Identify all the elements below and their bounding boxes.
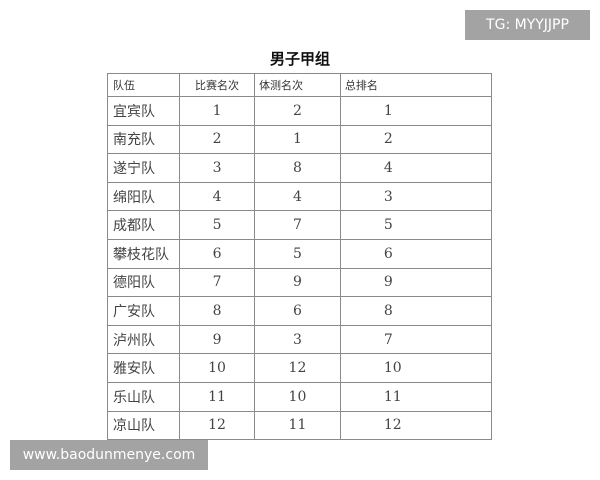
cell-team: 攀枝花队 [107,238,180,269]
cell-fitness-rank: 2 [254,96,341,126]
cell-total-rank: 10 [339,353,493,383]
table-row: 泸州队 9 3 7 [107,324,493,355]
cell-fitness-rank: 9 [254,267,341,298]
cell-match-rank: 12 [178,410,256,440]
cell-team: 德阳队 [107,267,180,298]
cell-match-rank: 6 [178,238,256,269]
table-title: 男子甲组 [269,50,330,68]
header-row: 队伍 比赛名次 体测名次 总排名 [107,73,493,97]
header-fitness-rank: 体测名次 [254,73,341,97]
cell-team: 成都队 [107,210,180,240]
cell-total-rank: 3 [339,181,493,212]
table-row: 宜宾队 1 2 1 [107,96,493,126]
cell-total-rank: 1 [339,96,493,126]
cell-team: 宜宾队 [107,96,180,126]
table-row: 南充队 2 1 2 [107,124,493,155]
cell-total-rank: 6 [339,238,493,269]
cell-match-rank: 4 [178,181,256,212]
ranking-table: 队伍 比赛名次 体测名次 总排名 宜宾队 1 2 1 南充队 2 1 2 遂宁队 3 8 4 绵阳队 4 4… [107,73,493,440]
cell-fitness-rank: 4 [254,181,341,212]
cell-match-rank: 8 [178,296,256,326]
cell-team: 广安队 [107,296,180,326]
cell-total-rank: 8 [339,296,493,326]
table-row: 雅安队 10 12 10 [107,353,493,383]
cell-total-rank: 2 [339,124,493,155]
table-row: 德阳队 7 9 9 [107,267,493,298]
cell-total-rank: 7 [339,324,493,355]
cell-total-rank: 11 [339,381,493,412]
cell-fitness-rank: 12 [254,353,341,383]
table-row: 遂宁队 3 8 4 [107,153,493,183]
cell-match-rank: 5 [178,210,256,240]
table-row: 攀枝花队 6 5 6 [107,238,493,269]
header-total-rank: 总排名 [339,73,493,97]
cell-total-rank: 9 [339,267,493,298]
table-row: 广安队 8 6 8 [107,296,493,326]
cell-total-rank: 12 [339,410,493,440]
cell-match-rank: 9 [178,324,256,355]
cell-match-rank: 1 [178,96,256,126]
cell-fitness-rank: 1 [254,124,341,155]
cell-team: 乐山队 [107,381,180,412]
cell-team: 泸州队 [107,324,180,355]
cell-team: 遂宁队 [107,153,180,183]
document: 男子甲组 队伍 比赛名次 体测名次 总排名 宜宾队 1 2 1 南充队 2 1 2 遂宁队 3 8 4… [107,50,493,440]
watermark-top: TG: MYYJJPP [465,10,590,40]
cell-match-rank: 10 [178,353,256,383]
cell-match-rank: 2 [178,124,256,155]
watermark-url: www.baodunmenye.com [10,440,208,470]
cell-fitness-rank: 7 [254,210,341,240]
cell-fitness-rank: 11 [254,410,341,440]
cell-fitness-rank: 3 [254,324,341,355]
cell-fitness-rank: 10 [254,381,341,412]
table-row: 成都队 5 7 5 [107,210,493,240]
cell-match-rank: 3 [178,153,256,183]
cell-team: 凉山队 [107,410,180,440]
cell-team: 南充队 [107,124,180,155]
cell-match-rank: 7 [178,267,256,298]
cell-team: 雅安队 [107,353,180,383]
table-row: 绵阳队 4 4 3 [107,181,493,212]
table-row: 凉山队 12 11 12 [107,410,493,440]
cell-match-rank: 11 [178,381,256,412]
cell-total-rank: 4 [339,153,493,183]
cell-fitness-rank: 8 [254,153,341,183]
cell-total-rank: 5 [339,210,493,240]
header-match-rank: 比赛名次 [178,73,256,97]
cell-fitness-rank: 6 [254,296,341,326]
table-row: 乐山队 11 10 11 [107,381,493,412]
cell-fitness-rank: 5 [254,238,341,269]
header-team: 队伍 [107,73,180,97]
cell-team: 绵阳队 [107,181,180,212]
